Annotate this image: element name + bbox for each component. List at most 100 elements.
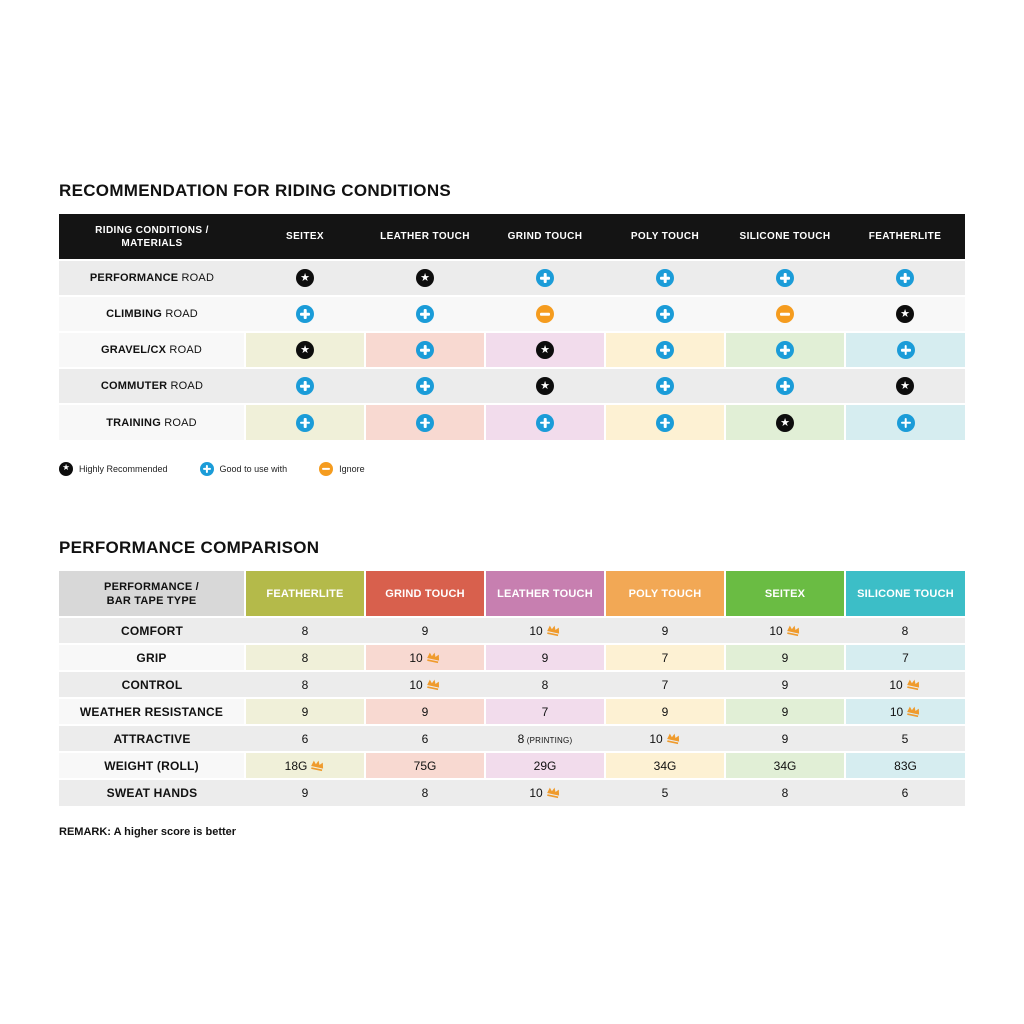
score-cell: 7 bbox=[604, 643, 725, 671]
score-cell: 9 bbox=[244, 697, 365, 725]
rating-cell: ★ bbox=[484, 331, 605, 368]
score-value: 9 bbox=[781, 731, 789, 746]
score-cell: 8 bbox=[365, 778, 485, 806]
rating-cell bbox=[725, 367, 845, 404]
score-cell: 6 bbox=[365, 724, 485, 752]
plus-icon bbox=[536, 413, 554, 432]
score-cell: 10 bbox=[485, 778, 605, 806]
plus-icon bbox=[776, 269, 794, 287]
riding-table-row: GRAVEL/CX ROAD ★ ★ bbox=[59, 331, 965, 368]
score-cell: 9 bbox=[724, 697, 845, 725]
rating-cell bbox=[365, 295, 485, 332]
rating-cell bbox=[605, 367, 725, 404]
row-label: COMFORT bbox=[59, 616, 245, 644]
rating-cell bbox=[605, 295, 725, 332]
row-label-bold: COMMUTER bbox=[100, 380, 168, 392]
score-cell: 34G bbox=[724, 751, 845, 779]
crown-icon bbox=[426, 652, 439, 663]
rating-cell bbox=[484, 403, 605, 440]
rating-cell bbox=[485, 295, 605, 332]
score-cell: 7 bbox=[844, 643, 965, 671]
performance-table-row: WEIGHT (ROLL) 18G 75G 29G 34G 34G 83G bbox=[59, 751, 965, 779]
score-cell: 5 bbox=[605, 778, 725, 806]
score-cell: 8 bbox=[245, 670, 365, 698]
score-value: 10 bbox=[649, 731, 663, 746]
rating-cell bbox=[485, 259, 605, 296]
score-cell: 10 bbox=[365, 670, 485, 698]
star-icon: ★ bbox=[416, 269, 434, 287]
performance-corner-header: PERFORMANCE / BAR TAPE TYPE bbox=[59, 571, 245, 617]
legend-label: Good to use with bbox=[219, 464, 288, 474]
score-cell: 7 bbox=[484, 697, 605, 725]
star-icon: ★ bbox=[296, 269, 314, 287]
column-header: LEATHER TOUCH bbox=[484, 571, 605, 617]
score-value: 8 bbox=[901, 623, 909, 638]
rating-cell: ★ bbox=[245, 259, 365, 296]
score-value: 6 bbox=[901, 786, 909, 800]
score-cell: 6 bbox=[845, 778, 965, 806]
score-value: 9 bbox=[661, 623, 669, 638]
plus-icon bbox=[296, 305, 314, 323]
score-cell: 29G bbox=[484, 751, 605, 779]
riding-table-row: CLIMBING ROAD ★ bbox=[59, 295, 965, 332]
star-icon: ★ bbox=[536, 341, 554, 359]
score-cell: 9 bbox=[484, 643, 605, 671]
score-value: 34G bbox=[773, 758, 797, 773]
score-suffix: (PRINTING) bbox=[524, 735, 573, 745]
row-label: TRAINING ROAD bbox=[59, 403, 245, 440]
score-value: 10 bbox=[889, 704, 904, 719]
score-cell: 10 bbox=[605, 724, 725, 752]
header-line: BAR TAPE TYPE bbox=[106, 594, 197, 607]
plus-icon bbox=[199, 462, 214, 476]
score-value: 7 bbox=[661, 650, 669, 665]
riding-conditions-title: RECOMMENDATION FOR RIDING CONDITIONS bbox=[59, 181, 452, 200]
header-line: MATERIALS bbox=[121, 237, 183, 249]
plus-icon bbox=[896, 341, 915, 359]
crown-icon bbox=[546, 625, 559, 636]
performance-table-row: GRIP 8 10 9 7 9 7 bbox=[59, 643, 965, 671]
score-value: 10 bbox=[769, 623, 783, 638]
row-label-rest: ROAD bbox=[181, 272, 215, 284]
rating-cell: ★ bbox=[485, 367, 605, 404]
score-cell: 10 bbox=[845, 670, 965, 698]
ignore-icon bbox=[776, 305, 794, 323]
score-value: 9 bbox=[661, 704, 669, 719]
score-value: 10 bbox=[409, 650, 423, 665]
rating-cell: ★ bbox=[845, 295, 965, 332]
plus-icon bbox=[656, 341, 674, 359]
content: RECOMMENDATION FOR RIDING CONDITIONS RID… bbox=[59, 181, 965, 838]
plus-icon bbox=[656, 413, 674, 432]
row-label-rest: ROAD bbox=[170, 380, 204, 392]
crown-icon bbox=[907, 706, 920, 717]
performance-table-row: COMFORT 8 9 10 9 10 8 bbox=[59, 616, 965, 644]
rating-cell bbox=[844, 403, 965, 440]
score-value: 9 bbox=[781, 677, 789, 692]
crown-icon bbox=[666, 733, 679, 744]
plus-icon bbox=[776, 377, 794, 395]
row-label: CONTROL bbox=[59, 670, 245, 698]
riding-header-row: RIDING CONDITIONS / MATERIALS SEITEX LEATHE… bbox=[59, 214, 965, 260]
star-icon: ★ bbox=[536, 377, 554, 395]
column-header: FEATHERLITE bbox=[845, 214, 965, 260]
legend-item: Ignore bbox=[319, 462, 365, 476]
rating-cell bbox=[725, 259, 845, 296]
plus-icon bbox=[656, 305, 674, 323]
score-value: 8 bbox=[781, 786, 789, 800]
column-header: SILICONE TOUCH bbox=[725, 214, 845, 260]
score-value: 9 bbox=[301, 704, 309, 719]
row-label: SWEAT HANDS bbox=[59, 778, 245, 806]
star-icon: ★ bbox=[896, 377, 914, 395]
row-label-rest: ROAD bbox=[165, 308, 198, 320]
plus-icon bbox=[416, 341, 434, 359]
score-cell: 6 bbox=[245, 724, 365, 752]
score-value: 8 bbox=[301, 623, 309, 638]
score-cell: 9 bbox=[604, 697, 725, 725]
riding-table-row: COMMUTER ROAD ★ ★ bbox=[59, 367, 965, 404]
plus-icon bbox=[656, 377, 674, 395]
performance-comparison-table: PERFORMANCE / BAR TAPE TYPE FEATHERLITE GRI… bbox=[59, 571, 965, 806]
performance-table-row: SWEAT HANDS 9 8 10 5 8 6 bbox=[59, 778, 965, 806]
ignore-icon bbox=[319, 462, 334, 476]
score-value: 8 bbox=[301, 650, 309, 665]
rating-cell: ★ bbox=[724, 403, 845, 440]
